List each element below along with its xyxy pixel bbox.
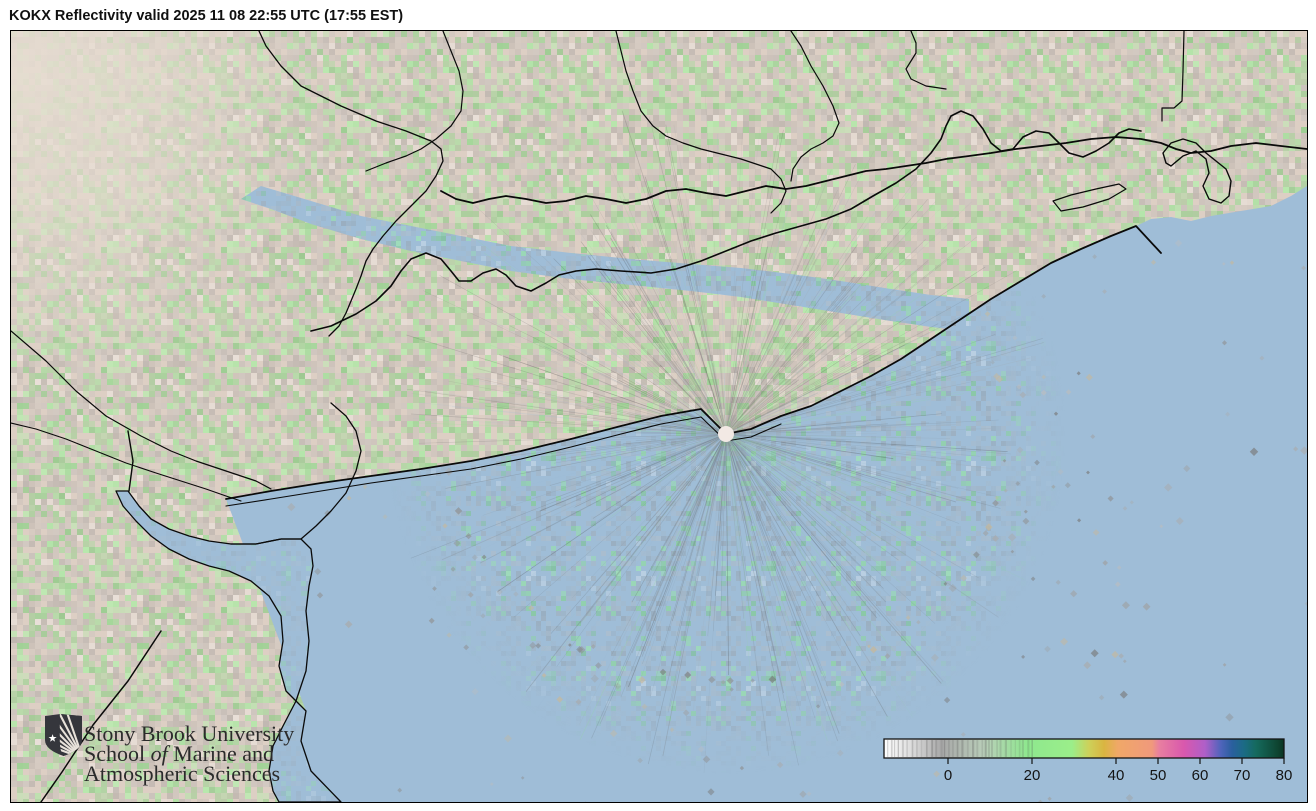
svg-text:50: 50 xyxy=(1150,767,1167,784)
svg-text:80: 80 xyxy=(1276,767,1293,784)
svg-text:Atmospheric Sciences: Atmospheric Sciences xyxy=(84,761,280,786)
svg-text:40: 40 xyxy=(1108,767,1125,784)
svg-text:20: 20 xyxy=(1024,767,1041,784)
svg-text:0: 0 xyxy=(944,767,952,784)
svg-text:70: 70 xyxy=(1234,767,1251,784)
svg-text:60: 60 xyxy=(1192,767,1209,784)
